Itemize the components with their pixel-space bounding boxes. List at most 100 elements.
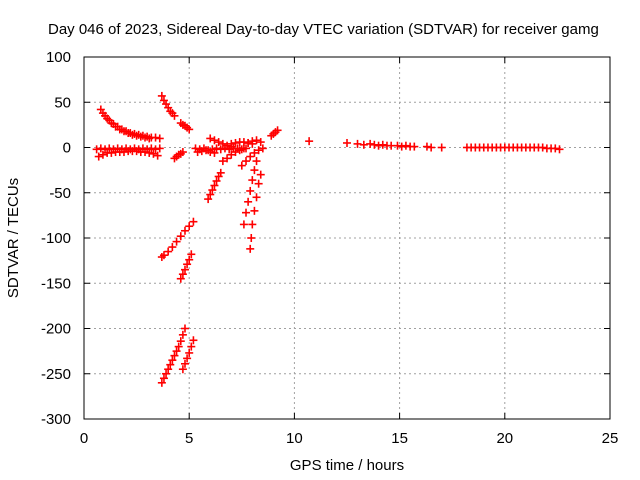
data-point [343, 138, 351, 147]
data-point [193, 148, 202, 157]
data-point [107, 148, 116, 157]
data-point [239, 138, 248, 147]
data-point [157, 378, 166, 387]
data-point [227, 139, 236, 148]
data-point [353, 139, 362, 148]
data-point [206, 190, 215, 199]
data-point [216, 145, 225, 154]
data-point [159, 374, 168, 383]
data-point [250, 166, 259, 175]
data-point [145, 148, 154, 157]
y-tick-label: 50 [54, 94, 71, 111]
data-point [242, 157, 251, 166]
data-point [202, 146, 211, 155]
data-point [189, 336, 198, 345]
data-point [206, 134, 215, 143]
data-point [397, 142, 406, 151]
chart-title: Day 046 of 2023, Sidereal Day-to-day VTE… [48, 21, 599, 38]
data-point [256, 170, 265, 179]
data-point [124, 129, 133, 138]
data-point [183, 260, 192, 269]
data-point [107, 119, 116, 128]
data-point [119, 148, 128, 157]
data-point [180, 359, 189, 368]
data-point [153, 151, 162, 160]
x-tick-label: 25 [602, 430, 619, 447]
data-point [162, 369, 171, 378]
data-point [151, 145, 160, 154]
data-point [246, 186, 255, 195]
y-tick-label: -100 [41, 230, 71, 247]
data-point [246, 152, 255, 161]
x-tick-label: 5 [185, 430, 193, 447]
data-point [212, 176, 221, 185]
data-point [273, 126, 282, 135]
x-tick-label: 20 [496, 430, 513, 447]
data-point [248, 220, 257, 229]
data-point [159, 251, 168, 260]
data-point [98, 109, 107, 118]
data-point [164, 365, 173, 374]
data-point [370, 140, 379, 149]
data-point [103, 114, 112, 123]
data-point [359, 140, 368, 149]
data-point [185, 222, 194, 231]
data-point [254, 179, 263, 188]
y-tick-label: 100 [46, 49, 71, 66]
axis-ticks [83, 56, 611, 420]
x-axis-label: GPS time / hours [290, 457, 404, 474]
data-point [178, 148, 187, 157]
data-point [237, 161, 246, 170]
data-point [151, 133, 160, 142]
y-tick-label: -250 [41, 366, 71, 383]
data-point [252, 136, 261, 145]
data-point [178, 365, 187, 374]
data-point [216, 168, 225, 177]
x-tick-label: 0 [80, 430, 88, 447]
data-point [96, 144, 105, 153]
data-point [183, 354, 192, 363]
data-point [254, 146, 263, 155]
data-point [178, 330, 187, 339]
data-point [164, 247, 173, 256]
data-point [248, 137, 257, 146]
data-point [231, 138, 240, 147]
data-point [250, 206, 259, 215]
data-point [210, 181, 219, 190]
data-point [98, 150, 107, 159]
data-point [136, 132, 145, 141]
data-point [145, 134, 154, 143]
data-point [206, 148, 215, 157]
data-point [168, 356, 177, 365]
data-point [244, 138, 253, 147]
data-point [176, 274, 185, 283]
data-point [94, 152, 103, 161]
data-point [250, 148, 259, 157]
data-point [155, 144, 164, 153]
y-axis-label: SDTVAR / TECUs [5, 178, 22, 298]
data-point [218, 157, 227, 166]
data-point [128, 130, 137, 139]
data-point [132, 147, 141, 156]
data-point [141, 148, 150, 157]
data-point [214, 138, 223, 147]
data-point [149, 149, 158, 158]
data-point [170, 351, 179, 360]
data-point [258, 144, 267, 153]
data-point [212, 144, 221, 153]
data-points [92, 91, 564, 387]
data-point [92, 145, 101, 154]
data-point [147, 144, 156, 153]
y-tick-label: -50 [49, 185, 71, 202]
data-point [252, 157, 261, 166]
data-point [242, 208, 251, 217]
data-point [378, 140, 387, 149]
data-point [231, 148, 240, 157]
data-point [218, 139, 227, 148]
data-point [555, 145, 564, 154]
data-point [197, 147, 206, 156]
data-point [111, 122, 120, 131]
data-point [538, 143, 547, 152]
data-point [105, 144, 114, 153]
data-point [401, 141, 410, 150]
